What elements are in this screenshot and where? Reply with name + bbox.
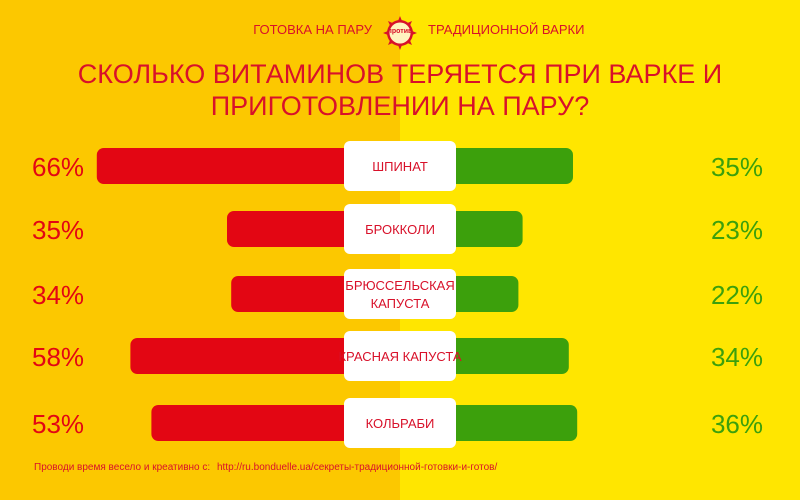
value-label-boiling: 35%: [32, 215, 84, 245]
chart-title: СКОЛЬКО ВИТАМИНОВ ТЕРЯЕТСЯ ПРИ ВАРКЕ И П…: [20, 58, 780, 122]
value-label-boiling: 58%: [32, 342, 84, 372]
value-label-steaming: 23%: [711, 215, 763, 245]
value-label-boiling: 53%: [32, 409, 84, 439]
footer-text: Проводи время весело и креативно с:: [34, 462, 211, 473]
value-label-steaming: 35%: [711, 152, 763, 182]
value-label-boiling: 34%: [32, 280, 84, 310]
category-label: КАПУСТА: [371, 296, 430, 311]
category-label-box: [344, 331, 456, 381]
value-label-steaming: 36%: [711, 409, 763, 439]
category-label-box: [344, 269, 456, 319]
chart-title-line-2: ПРИГОТОВЛЕНИИ НА ПАРУ?: [210, 91, 590, 121]
header-left-text: ГОТОВКА НА ПАРУ: [253, 22, 372, 37]
category-label-box: [344, 141, 456, 191]
header-right-text: ТРАДИЦИОННОЙ ВАРКИ: [428, 22, 585, 37]
value-label-steaming: 34%: [711, 342, 763, 372]
bar-boiling: [96, 148, 401, 184]
header: ГОТОВКА НА ПАРУ против ТРАДИЦИОННОЙ ВАРК…: [0, 14, 800, 50]
category-label: КРАСНАЯ КАПУСТА: [338, 349, 461, 364]
bar-boiling: [130, 338, 400, 374]
category-label: ШПИНАТ: [372, 159, 428, 174]
versus-badge-icon: [383, 16, 417, 50]
category-label: БРОККОЛИ: [365, 222, 435, 237]
category-label: КОЛЬРАБИ: [366, 416, 435, 431]
value-label-boiling: 66%: [32, 152, 84, 182]
value-label-steaming: 22%: [711, 280, 763, 310]
category-label-box: [344, 398, 456, 448]
category-label-box: [344, 204, 456, 254]
category-label: БРЮССЕЛЬСКАЯ: [345, 278, 454, 293]
versus-badge-label: против: [387, 28, 413, 35]
chart-title-line-1: СКОЛЬКО ВИТАМИНОВ ТЕРЯЕТСЯ ПРИ ВАРКЕ И: [77, 59, 723, 89]
footer-link[interactable]: http://ru.bonduelle.ua/секреты-традицион…: [216, 462, 498, 473]
footer: Проводи время весело и креативно с: http…: [34, 462, 501, 473]
bar-boiling: [151, 405, 400, 441]
